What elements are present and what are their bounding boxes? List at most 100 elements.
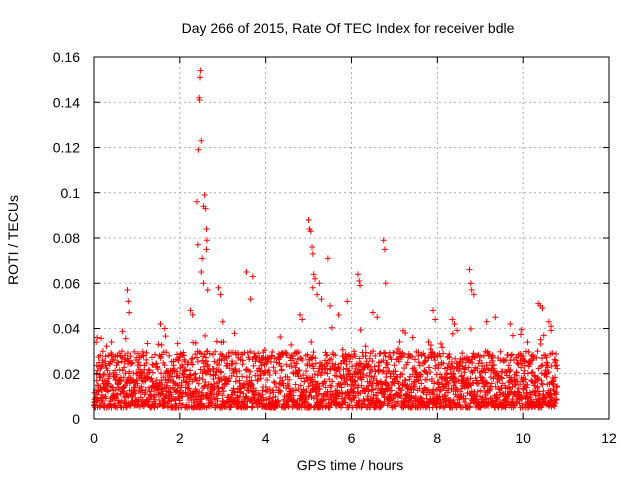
y-tick-label: 0.14 <box>53 94 80 110</box>
data-point <box>157 391 164 398</box>
data-point <box>395 358 402 365</box>
data-point <box>102 353 109 360</box>
data-point <box>204 287 211 294</box>
data-point <box>448 358 455 365</box>
data-point <box>444 389 451 396</box>
data-point <box>430 388 437 395</box>
data-point <box>504 385 511 392</box>
data-point <box>273 359 280 366</box>
data-point <box>336 368 343 375</box>
data-point <box>108 351 115 358</box>
data-point <box>270 364 277 371</box>
data-point <box>305 216 312 223</box>
data-point <box>99 357 106 364</box>
data-point <box>262 369 269 376</box>
data-point <box>425 338 432 345</box>
y-tick-label: 0.16 <box>53 49 80 65</box>
data-point <box>338 384 345 391</box>
data-point <box>402 330 409 337</box>
data-point <box>196 374 203 381</box>
data-point <box>482 369 489 376</box>
data-point <box>121 358 128 365</box>
data-point <box>223 363 230 370</box>
x-tick-label: 10 <box>515 430 531 446</box>
data-point <box>465 364 472 371</box>
data-point <box>157 320 164 327</box>
data-point <box>446 397 453 404</box>
data-point <box>192 339 199 346</box>
y-tick-label: 0.06 <box>53 275 80 291</box>
data-point <box>418 380 425 387</box>
data-point <box>445 385 452 392</box>
data-point <box>361 365 368 372</box>
data-point <box>470 350 477 357</box>
data-point <box>467 325 474 332</box>
data-point <box>186 385 193 392</box>
data-point <box>132 390 139 397</box>
data-point <box>240 390 247 397</box>
data-point <box>116 386 123 393</box>
data-point <box>525 349 532 356</box>
data-point <box>149 369 156 376</box>
data-point <box>93 377 100 384</box>
data-point <box>292 364 299 371</box>
data-point <box>180 349 187 356</box>
data-point <box>126 368 133 375</box>
data-point <box>440 350 447 357</box>
data-point <box>323 352 330 359</box>
data-point <box>265 367 272 374</box>
data-point <box>356 355 363 362</box>
data-point <box>329 360 336 367</box>
data-point <box>473 393 480 400</box>
data-point <box>395 345 402 352</box>
data-point <box>206 350 213 357</box>
data-point <box>494 396 501 403</box>
x-tick-label: 12 <box>601 430 617 446</box>
data-point <box>401 351 408 358</box>
data-point <box>374 314 381 321</box>
data-point <box>390 349 397 356</box>
data-point <box>376 350 383 357</box>
data-point <box>348 398 355 405</box>
data-point <box>261 347 268 354</box>
data-point <box>154 366 161 373</box>
data-point <box>309 250 316 257</box>
data-point <box>360 371 367 378</box>
data-point <box>399 371 406 378</box>
data-point <box>338 404 345 411</box>
data-point <box>179 393 186 400</box>
data-point <box>468 356 475 363</box>
data-point <box>354 271 361 278</box>
data-point <box>352 353 359 360</box>
data-point <box>315 368 322 375</box>
data-point <box>440 360 447 367</box>
data-point <box>201 192 208 199</box>
data-point <box>545 318 552 325</box>
data-point <box>554 383 561 390</box>
data-point <box>272 370 279 377</box>
data-point <box>161 325 168 332</box>
data-point <box>135 398 142 405</box>
data-point <box>550 387 557 394</box>
data-point <box>219 318 226 325</box>
data-point <box>94 334 101 341</box>
data-point <box>148 354 155 361</box>
data-point <box>245 387 252 394</box>
data-point <box>266 372 273 379</box>
y-tick-label: 0.1 <box>61 185 81 201</box>
data-point <box>417 371 424 378</box>
data-point <box>143 359 150 366</box>
data-point <box>345 370 352 377</box>
data-point <box>322 384 329 391</box>
data-point <box>129 360 136 367</box>
data-point <box>247 296 254 303</box>
data-point <box>467 400 474 407</box>
data-point <box>332 361 339 368</box>
data-point <box>197 74 204 81</box>
data-point <box>310 349 317 356</box>
data-point <box>352 378 359 385</box>
data-point <box>309 374 316 381</box>
data-point <box>480 383 487 390</box>
data-point <box>381 349 388 356</box>
data-point <box>492 314 499 321</box>
